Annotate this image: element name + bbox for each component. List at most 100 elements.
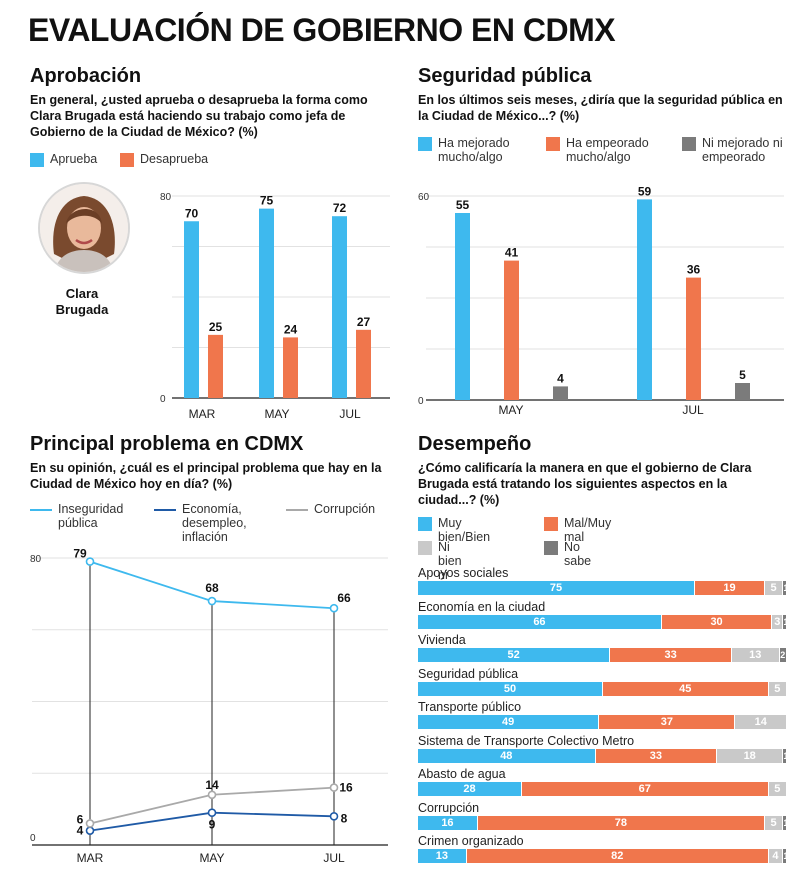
bar-segment: 33: [595, 748, 717, 763]
problem-title: Principal problema en CDMX: [30, 433, 304, 455]
bar: [356, 329, 371, 398]
bar-segment: 13: [418, 849, 466, 863]
legend-label-mejorado: Ha mejorado mucho/algo: [438, 136, 510, 164]
stacked-bar: 48 33 18 1: [418, 748, 786, 763]
bar-segment: 18: [717, 748, 783, 763]
bar-segment: 3: [772, 614, 783, 629]
bar: [184, 221, 199, 398]
bar-segment: 78: [477, 815, 764, 830]
legend-item-no-sabe: No sabe: [544, 540, 591, 568]
data-point: [329, 603, 339, 613]
bar-segment: 67: [522, 782, 768, 796]
performance-row: Economía en la ciudad 66 30 3 1: [418, 600, 786, 634]
legend-label-muy-bien: Muy bien/Bien: [438, 516, 491, 544]
performance-panel: Desempeño ¿Cómo calificaría la manera en…: [418, 432, 788, 508]
data-point: [85, 557, 95, 566]
legend-swatch-lightgray: [418, 541, 432, 555]
legend-item-ni-mejorado: Ni mejorado ni empeorado: [682, 136, 792, 164]
category-label: Economía en la ciudad: [418, 599, 546, 614]
stacked-bar: 16 78 5 1: [418, 815, 786, 830]
bar-segment: 33: [610, 648, 731, 662]
bar-value-label: 59: [638, 186, 652, 198]
category-label: Vivienda: [418, 633, 466, 647]
bar-segment: 5: [764, 815, 783, 830]
legend-label-aprueba: Aprueba: [50, 152, 98, 166]
bar-segment: 5: [768, 782, 786, 796]
legend-line-darkblue: [154, 509, 176, 511]
data-point: [207, 808, 217, 818]
bar-segment: 13: [731, 648, 779, 662]
legend-swatch-darkgray: [544, 541, 558, 555]
security-panel: Seguridad pública En los últimos seis me…: [418, 64, 788, 124]
point-value-label: 14: [205, 778, 219, 792]
problem-panel: Principal problema en CDMX En su opinión…: [30, 432, 400, 492]
bar: [455, 213, 470, 400]
legend-item-desaprueba: Desaprueba: [120, 152, 208, 167]
approval-question: En general, ¿usted aprueba o desaprueba …: [30, 93, 368, 139]
bar-segment: 4: [768, 849, 783, 863]
point-value-label: 6: [77, 812, 84, 826]
x-tick-label: JUL: [339, 407, 361, 421]
point-value-label: 8: [341, 811, 348, 825]
legend-item-inseguridad: Inseguridad pública: [30, 502, 150, 530]
data-point: [207, 790, 217, 800]
bar-segment: 66: [418, 614, 661, 629]
bar: [553, 386, 568, 400]
bar-segment: 82: [466, 849, 768, 863]
category-label: Seguridad pública: [418, 666, 519, 681]
legend-item-economia: Economía, desempleo, inflación: [154, 502, 284, 544]
bar-value-label: 41: [505, 246, 519, 260]
bar: [208, 334, 223, 398]
x-tick-label: MAR: [77, 851, 104, 865]
bar-value-label: 55: [456, 198, 470, 212]
legend-label-desaprueba: Desaprueba: [140, 152, 209, 166]
bar-value-label: 25: [209, 320, 223, 334]
performance-row: Vivienda 52 33 13 2: [418, 633, 786, 667]
performance-row: Apoyos sociales 75 19 5 1: [418, 566, 786, 600]
data-point: [85, 826, 95, 835]
legend-item-mejorado: Ha mejorado mucho/algo: [418, 136, 538, 164]
bar-segment: 37: [599, 715, 735, 729]
security-question: En los últimos seis meses, ¿diría que la…: [418, 93, 783, 123]
category-label: Sistema de Transporte Colectivo Metro: [418, 733, 635, 748]
legend-swatch-orange: [546, 137, 560, 151]
bar-segment: 45: [603, 681, 768, 696]
legend-label-mal: Mal/Muy mal: [564, 516, 612, 544]
bar-segment: 52: [418, 648, 610, 662]
legend-label-no-sabe: No sabe: [564, 540, 592, 568]
y-tick-label: 0: [418, 396, 424, 407]
bar: [259, 208, 274, 398]
data-point: [85, 819, 95, 828]
approval-title: Aprobación: [30, 65, 142, 87]
legend-swatch-orange: [120, 153, 134, 167]
legend-label-ni-mejorado: Ni mejorado ni empeorado: [702, 136, 783, 164]
bar-value-label: 24: [284, 322, 298, 336]
y-tick-label: 60: [418, 192, 430, 203]
approval-panel: Aprobación En general, ¿usted aprueba o …: [30, 64, 390, 140]
legend-line-blue: [30, 509, 52, 511]
x-tick-label: JUL: [682, 403, 704, 417]
point-value-label: 79: [73, 547, 87, 561]
bar-segment: 16: [418, 815, 477, 830]
stacked-bar: 49 37 14: [418, 715, 786, 729]
legend-label-corrupcion: Corrupción: [314, 502, 376, 516]
legend-item-corrupcion: Corrupción: [286, 502, 396, 516]
legend-item-muy-bien: Muy bien/Bien: [418, 516, 490, 544]
category-label: Transporte público: [418, 700, 522, 714]
category-label: Apoyos sociales: [418, 566, 509, 580]
performance-row: Abasto de agua 28 67 5: [418, 767, 786, 801]
x-tick-label: MAY: [498, 403, 523, 417]
bar-segment: 28: [418, 782, 522, 796]
bar-value-label: 72: [333, 201, 347, 215]
bar: [332, 216, 347, 398]
bar-segment: 49: [418, 715, 599, 729]
bar: [637, 199, 652, 400]
approval-chart: 0 80 70 25 MAR 75 24 MAY 72 27 JUL: [160, 192, 390, 421]
legend-label-economia: Economía, desempleo, inflación: [182, 502, 247, 544]
data-point: [329, 811, 339, 821]
bar-segment: 5: [764, 581, 783, 595]
bar-segment: 75: [418, 581, 694, 595]
stacked-bar: 75 19 5 1: [418, 581, 786, 595]
legend-swatch-orange: [544, 517, 558, 531]
x-tick-label: JUL: [323, 851, 345, 865]
